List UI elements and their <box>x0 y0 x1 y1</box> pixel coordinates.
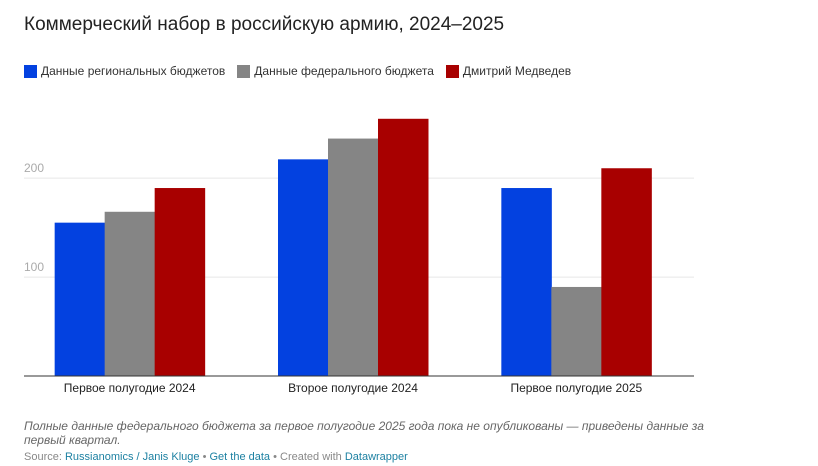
bar <box>328 138 379 376</box>
legend-swatch <box>237 64 251 78</box>
legend-swatch <box>24 64 37 78</box>
bar <box>104 211 156 376</box>
y-tick-label: 100 <box>24 260 44 274</box>
footer: Source: Russianomics / Janis Kluge • Get… <box>24 451 408 463</box>
legend-swatch <box>445 64 459 78</box>
bar <box>501 188 552 376</box>
legend: Данные региональных бюджетов Данные феде… <box>24 64 571 78</box>
bar <box>154 188 206 376</box>
legend-item-medvedev: Дмитрий Медведев <box>445 64 571 78</box>
legend-item-federal: Данные федерального бюджета <box>237 64 434 78</box>
legend-item-regional: Данные региональных бюджетов <box>24 64 225 78</box>
chart-title: Коммерческий набор в российскую армию, 2… <box>24 14 505 35</box>
x-tick-label: Первое полугодие 2025 <box>510 381 642 395</box>
bar <box>378 118 429 377</box>
chart-note: Полные данные федерального бюджета за пе… <box>24 419 704 447</box>
x-tick-label: Второе полугодие 2024 <box>288 381 418 395</box>
source-link[interactable]: Russianomics / Janis Kluge <box>64 451 200 463</box>
get-data-link[interactable]: Get the data <box>209 451 271 463</box>
bar <box>551 286 602 376</box>
bar <box>54 222 106 376</box>
bar <box>278 159 329 376</box>
y-tick-label: 200 <box>24 161 44 175</box>
x-tick-label: Первое полугодие 2024 <box>64 381 196 395</box>
datawrapper-link[interactable]: Datawrapper <box>344 451 408 463</box>
bar <box>601 168 652 376</box>
